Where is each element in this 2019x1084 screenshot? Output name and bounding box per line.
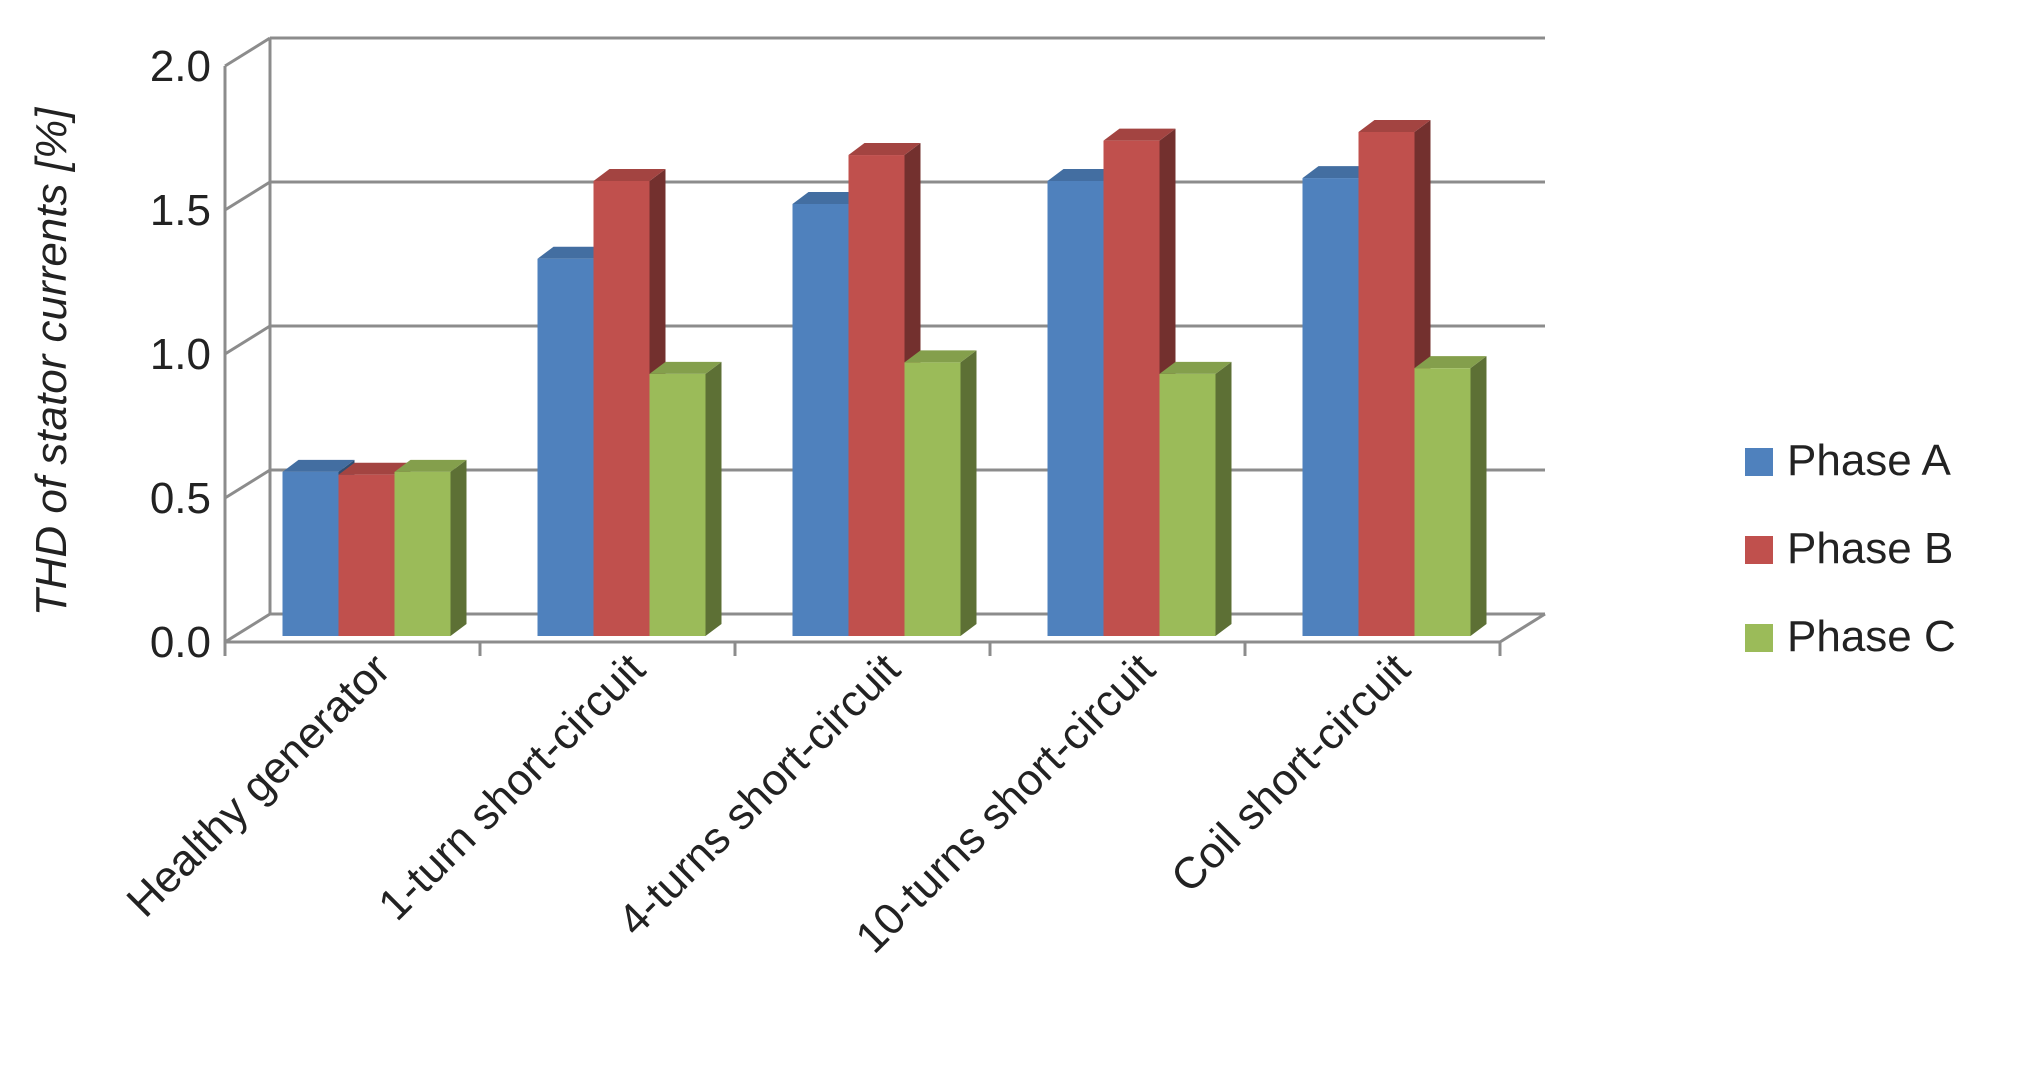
bar-front-face (1358, 132, 1415, 636)
legend-item: Phase A (1745, 436, 1952, 485)
legend-swatch (1745, 624, 1773, 652)
x-category-label: Healthy generator (118, 644, 400, 926)
bar-top-face (1047, 168, 1120, 181)
bar-top-face (394, 459, 467, 472)
bar-front-face (1302, 178, 1359, 636)
y-tick-label: 1.5 (150, 186, 211, 235)
bar-front-face (904, 362, 961, 636)
bar-top-face (338, 462, 411, 475)
legend: Phase A Phase B Phase C (1745, 436, 1956, 661)
bar-top-face (537, 246, 610, 259)
bar-front-face (537, 258, 594, 636)
bar-phase-c (1414, 356, 1487, 636)
gridline-side (224, 180, 271, 212)
gridline-side (224, 324, 271, 356)
gridline-side (224, 612, 271, 644)
bar-phase-c (649, 361, 722, 636)
bar-phase-b (1103, 128, 1176, 636)
gridline-side (224, 36, 271, 68)
legend-label: Phase C (1787, 612, 1956, 661)
bar-phase-c (904, 350, 977, 636)
bar-front-face (1103, 140, 1160, 636)
y-tick-label: 2.0 (150, 42, 211, 91)
bar-front-face (338, 474, 395, 636)
bar-front-face (394, 471, 451, 636)
x-category-label: 4-turns short-circuit (609, 644, 910, 945)
bar-front-face (282, 471, 339, 636)
y-tick-label: 1.0 (150, 330, 211, 379)
bar-front-face (792, 204, 849, 636)
bar-top-face (792, 192, 865, 204)
gridline-side (224, 468, 271, 500)
bar-front-face (649, 373, 706, 636)
axes (223, 38, 1546, 656)
bar-top-face (1358, 120, 1431, 132)
bar-top-face (1414, 356, 1487, 369)
y-tick-labels: 0.0 0.5 1.0 1.5 2.0 (150, 42, 211, 667)
legend-swatch (1745, 536, 1773, 564)
legend-item: Phase B (1745, 524, 1953, 573)
bar-top-face (649, 361, 722, 374)
bar-top-face (593, 168, 666, 181)
x-category-label: Coil short-circuit (1162, 644, 1420, 902)
bar-front-face (593, 180, 650, 636)
bar-side-face (705, 361, 722, 636)
floor-right-edge (1499, 612, 1546, 644)
bar-top-face (1159, 361, 1232, 374)
legend-swatch (1745, 448, 1773, 476)
bar-side-face (1470, 356, 1487, 636)
y-tick-label: 0.0 (150, 618, 211, 667)
legend-label: Phase A (1787, 436, 1952, 485)
bars (282, 120, 1487, 637)
bar-top-face (1103, 128, 1176, 141)
bar-phase-c (394, 459, 467, 636)
bar-front-face (1047, 180, 1104, 636)
bar-phase-c (1159, 361, 1232, 636)
legend-item: Phase C (1745, 612, 1956, 661)
bar-top-face (1302, 166, 1375, 179)
y-axis-title: THD of stator currents [%] (27, 106, 76, 616)
bar-front-face (1414, 368, 1471, 636)
bar-top-face (904, 350, 977, 363)
y-tick-label: 0.5 (150, 474, 211, 523)
bar-side-face (1215, 361, 1232, 636)
bar-side-face (450, 459, 467, 636)
bar-top-face (848, 143, 921, 156)
bar-side-face (960, 350, 977, 636)
legend-label: Phase B (1787, 524, 1953, 573)
bar-front-face (848, 155, 905, 637)
bar-top-face (282, 459, 355, 472)
x-category-label: 1-turn short-circuit (369, 644, 654, 929)
bar-front-face (1159, 373, 1216, 636)
